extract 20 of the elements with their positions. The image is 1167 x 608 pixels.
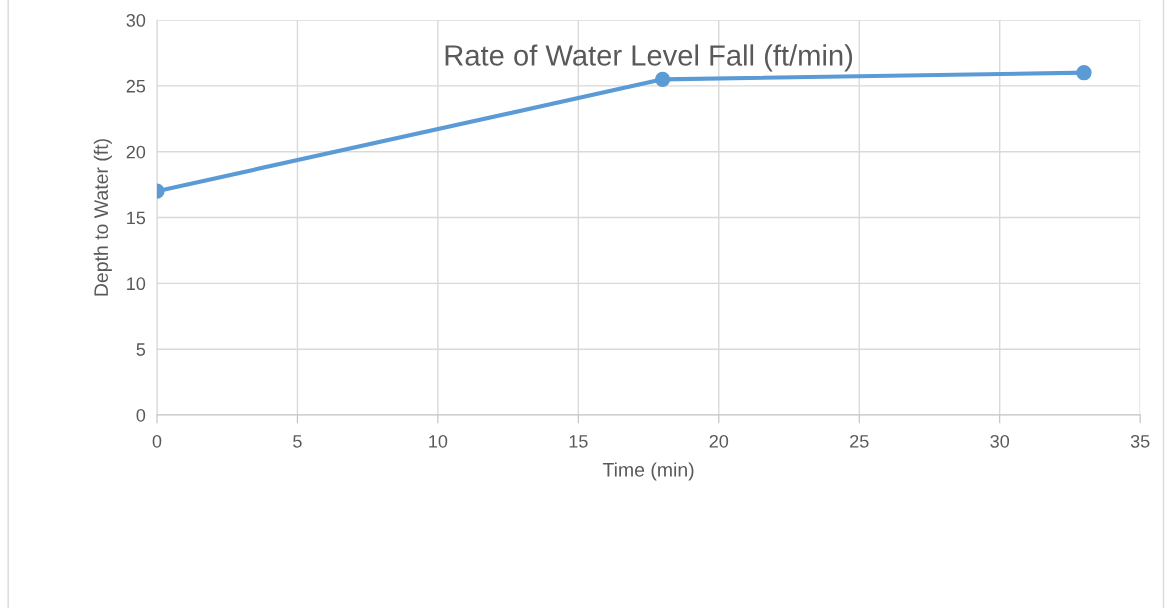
x-tick-label: 35 bbox=[1130, 434, 1150, 448]
x-tick-label: 5 bbox=[293, 435, 302, 448]
y-tick-label: 30 bbox=[126, 14, 146, 27]
y-tick-label: 25 bbox=[126, 79, 146, 93]
y-tick-label: 20 bbox=[126, 145, 146, 159]
x-tick-label: 25 bbox=[850, 434, 869, 448]
x-tick-label: 10 bbox=[429, 434, 448, 448]
point bbox=[654, 71, 671, 87]
x-tick-label: 30 bbox=[990, 434, 1010, 448]
y-tick-label: 10 bbox=[127, 277, 146, 291]
y-tick-label: 15 bbox=[127, 211, 146, 225]
x-tick-label: 15 bbox=[569, 435, 588, 448]
x-tick-label: 0 bbox=[152, 434, 162, 448]
point bbox=[1076, 65, 1092, 81]
y-axis-title: Depth to Water (ft) bbox=[93, 139, 112, 296]
text: Rate of Water Level Fall (ft/min) bbox=[445, 44, 853, 72]
x-axis-title: Time (min) bbox=[602, 462, 694, 481]
y-tick-label: 5 bbox=[136, 343, 146, 356]
x-tick-label: 20 bbox=[709, 434, 729, 448]
y-tick-label: 0 bbox=[136, 408, 146, 422]
